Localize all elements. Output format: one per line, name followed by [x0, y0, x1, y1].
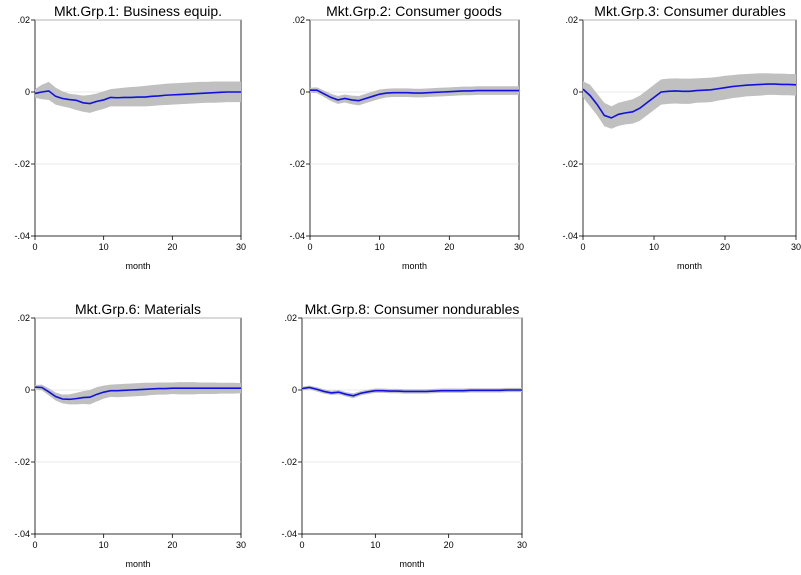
irf-line	[34, 386, 241, 401]
y-tick-label: -.02	[281, 457, 297, 467]
x-tick-label: 0	[307, 242, 312, 252]
x-tick-label: 10	[99, 540, 109, 550]
y-tick-label: 0	[300, 87, 305, 97]
x-tick-label: 30	[236, 540, 246, 550]
y-tick-label: -.04	[281, 529, 297, 539]
y-tick-label: .02	[17, 15, 30, 25]
x-axis-label: month	[125, 261, 150, 271]
x-tick-label: 10	[370, 540, 380, 550]
x-tick-label: 0	[32, 540, 37, 550]
y-tick-label: -.02	[289, 159, 305, 169]
y-tick-label: .02	[292, 15, 305, 25]
x-axis-label: month	[399, 559, 424, 569]
plot-frame	[582, 19, 797, 237]
irf-line	[582, 83, 797, 119]
y-tick-label: -.04	[289, 231, 305, 241]
y-tick-label: -.04	[14, 231, 30, 241]
x-tick-label: 10	[649, 242, 659, 252]
x-tick-label: 0	[580, 242, 585, 252]
x-tick-label: 10	[99, 242, 109, 252]
plot-frame	[301, 317, 523, 535]
x-axis-label: month	[402, 261, 427, 271]
y-tick-label: 0	[25, 385, 30, 395]
y-tick-label: -.02	[14, 457, 30, 467]
x-tick-label: 30	[514, 242, 524, 252]
panel-title: Mkt.Grp.8: Consumer nondurables	[305, 301, 520, 317]
x-tick-label: 30	[791, 242, 801, 252]
y-tick-label: 0	[292, 385, 297, 395]
y-tick-label: -.04	[14, 529, 30, 539]
x-tick-label: 20	[444, 540, 454, 550]
panel-title: Mkt.Grp.2: Consumer goods	[326, 3, 502, 19]
y-tick-label: .02	[17, 313, 30, 323]
y-tick-label: -.04	[562, 231, 578, 241]
panel-title: Mkt.Grp.1: Business equip.	[54, 3, 222, 19]
y-tick-label: 0	[573, 87, 578, 97]
y-tick-label: .02	[565, 15, 578, 25]
plot-frame	[309, 19, 520, 237]
irf-line	[310, 89, 519, 102]
confidence-band	[583, 73, 796, 129]
y-tick-label: 0	[25, 87, 30, 97]
y-tick-label: .02	[284, 313, 297, 323]
irf-line	[301, 386, 522, 397]
x-tick-label: 0	[32, 242, 37, 252]
panel-title: Mkt.Grp.3: Consumer durables	[594, 3, 785, 19]
x-axis-label: month	[125, 559, 150, 569]
plot-frame	[34, 19, 242, 237]
x-tick-label: 20	[167, 540, 177, 550]
x-tick-label: 30	[236, 242, 246, 252]
x-tick-label: 20	[720, 242, 730, 252]
y-tick-label: -.02	[14, 159, 30, 169]
y-tick-label: -.02	[562, 159, 578, 169]
x-tick-label: 20	[167, 242, 177, 252]
x-axis-label: month	[677, 261, 702, 271]
irf-line	[34, 90, 241, 105]
x-tick-label: 30	[517, 540, 527, 550]
panel-title: Mkt.Grp.6: Materials	[75, 301, 201, 317]
plot-frame	[34, 317, 242, 535]
x-tick-label: 10	[375, 242, 385, 252]
x-tick-label: 0	[299, 540, 304, 550]
x-tick-label: 20	[444, 242, 454, 252]
